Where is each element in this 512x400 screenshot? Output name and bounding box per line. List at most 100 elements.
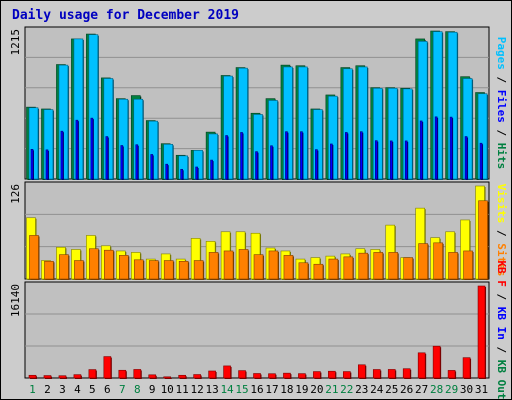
y-tick-label: 1215: [9, 29, 22, 56]
files-bar: [419, 120, 423, 180]
kbytes-bar: [328, 370, 336, 379]
files-bar: [330, 143, 333, 180]
legend-separator: /: [495, 70, 508, 84]
files-bar: [449, 116, 453, 180]
files-bar: [315, 149, 318, 180]
sites-bar: [119, 255, 129, 280]
kbytes-bar: [432, 345, 441, 379]
kbytes-bar: [163, 376, 172, 379]
sites-bar: [238, 249, 249, 280]
files-bar: [359, 131, 363, 180]
sites-bar: [463, 250, 473, 280]
files-bar: [150, 154, 154, 180]
kbytes-bar-shadow: [164, 377, 172, 379]
files-bar: [345, 132, 348, 180]
sites-bar: [343, 256, 354, 280]
sites-bar: [388, 252, 399, 280]
kbytes-bar: [343, 371, 351, 379]
files-bar: [270, 145, 273, 180]
kbytes-bar: [447, 370, 456, 379]
kbytes-bar: [133, 369, 142, 379]
kbytes-bar: [28, 374, 37, 379]
day-label: 23: [355, 383, 368, 396]
kbytes-bar: [178, 374, 186, 379]
day-label: 1: [29, 383, 36, 396]
legend-files: Files: [495, 83, 508, 123]
sites-bar: [163, 260, 174, 280]
kbytes-bar: [298, 373, 306, 379]
sites-bar: [478, 200, 488, 280]
sites-bar: [298, 262, 309, 280]
legend-hits: Hits: [495, 136, 508, 169]
files-bar: [434, 116, 438, 180]
day-label: 3: [59, 383, 66, 396]
files-bar: [75, 119, 79, 180]
day-label: 9: [149, 383, 156, 396]
sites-bar: [178, 260, 189, 280]
kbytes-bar: [103, 356, 112, 379]
kbytes-bar: [268, 373, 276, 379]
kbytes-bar: [43, 375, 52, 379]
kbytes-bar: [283, 372, 291, 379]
sites-bar: [448, 252, 458, 280]
files-bar: [225, 135, 228, 180]
day-label: 17: [265, 383, 278, 396]
kbytes-bar: [387, 369, 396, 379]
legend-3: KB F / KB In / KB Out: [495, 260, 508, 399]
files-bar: [479, 142, 483, 180]
kbytes-bar: [88, 369, 97, 379]
day-label: 30: [460, 383, 473, 396]
day-label: 19: [295, 383, 308, 396]
files-bar: [210, 159, 213, 180]
kbytes-bar: [58, 375, 67, 379]
files-bar: [285, 131, 288, 180]
legend-sites: Sites: [495, 237, 508, 277]
kbytes-bar: [208, 370, 216, 379]
files-bar: [404, 140, 408, 180]
files-bar: [90, 117, 94, 180]
kbytes-bar: [462, 357, 471, 379]
files-bar: [30, 149, 34, 180]
y-tick-label: 126: [9, 184, 22, 204]
day-label: 2: [44, 383, 51, 396]
day-label: 22: [340, 383, 353, 396]
day-label: 18: [280, 383, 293, 396]
kbytes-bar: [357, 364, 366, 379]
legend-separator: /: [495, 287, 508, 301]
day-label: 27: [415, 383, 428, 396]
sites-bar: [268, 250, 279, 280]
kbytes-bar: [73, 374, 82, 379]
kbytes-bar: [253, 373, 261, 379]
sites-bar: [44, 260, 54, 280]
files-bar: [240, 132, 243, 180]
legend-separator: /: [495, 340, 508, 354]
day-label: 11: [176, 383, 189, 396]
kbytes-bar: [417, 352, 426, 379]
files-bar: [374, 140, 378, 180]
legend-kb-in: KB In: [495, 300, 508, 340]
day-label: 31: [475, 383, 488, 396]
day-label: 10: [161, 383, 174, 396]
files-bar: [464, 136, 468, 180]
kbytes-bar: [372, 369, 381, 379]
day-label: 28: [430, 383, 443, 396]
files-bar: [389, 140, 393, 180]
sites-bar: [104, 249, 114, 280]
files-bar: [45, 149, 49, 180]
sites-bar: [283, 255, 294, 280]
chart-title: Daily usage for December 2019: [12, 8, 239, 23]
day-label: 20: [310, 383, 323, 396]
legend-1: Pages / Files / Hits: [495, 37, 508, 170]
files-bar: [135, 144, 139, 180]
files-bar: [60, 130, 64, 180]
sites-bar: [133, 259, 144, 280]
day-label: 16: [250, 383, 263, 396]
sites-bar: [373, 252, 384, 280]
day-label: 24: [370, 383, 384, 396]
sites-bar: [418, 243, 428, 280]
kbytes-bar: [402, 368, 411, 379]
sites-bar: [358, 252, 369, 280]
day-label: 7: [119, 383, 126, 396]
kbytes-bar: [238, 370, 246, 379]
